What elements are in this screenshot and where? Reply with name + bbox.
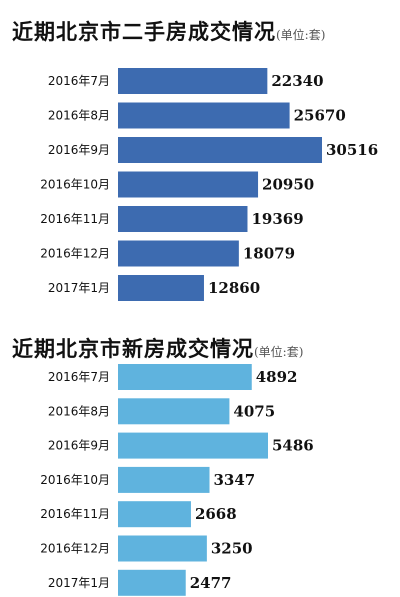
category-label: 2016年8月	[48, 109, 110, 123]
category-label: 2016年9月	[48, 143, 110, 157]
value-label: 3347	[214, 471, 256, 489]
value-label: 4892	[256, 368, 298, 386]
bar	[118, 432, 268, 459]
category-label: 2016年12月	[40, 542, 110, 556]
value-label: 5486	[272, 437, 314, 455]
value-label: 22340	[271, 72, 323, 90]
category-label: 2017年1月	[48, 576, 110, 590]
value-label: 30516	[326, 141, 378, 159]
bar-chart-new-home: 2016年7月 4892 2016年8月 4075 2016年9月 5486 2016年10…	[40, 364, 314, 596]
value-label: 3250	[211, 540, 253, 558]
category-label: 2016年8月	[48, 404, 110, 418]
category-label: 2016年10月	[40, 473, 110, 487]
category-label: 2016年10月	[40, 178, 110, 192]
value-label: 4075	[233, 402, 275, 420]
value-label: 12860	[208, 279, 260, 297]
category-label: 2016年7月	[48, 370, 110, 384]
category-label: 2016年9月	[48, 439, 110, 453]
value-label: 19369	[251, 210, 303, 228]
category-label: 2016年12月	[40, 247, 110, 261]
value-label: 20950	[262, 176, 314, 194]
unit-note: (单位:套)	[276, 28, 326, 42]
value-label: 25670	[294, 107, 346, 125]
bar-chart-second-hand: 2016年7月 22340 2016年8月 25670 2016年9月 30516 2016…	[40, 68, 378, 301]
category-label: 2017年1月	[48, 281, 110, 295]
chart-title-new-home: 近期北京市新房成交情况(单位:套)	[12, 333, 303, 363]
bar	[118, 206, 248, 232]
bar	[118, 240, 239, 267]
bar	[118, 466, 210, 493]
bar	[118, 275, 204, 301]
bar	[118, 102, 290, 129]
title-text: 近期北京市二手房成交情况	[12, 20, 276, 44]
bar	[118, 398, 230, 425]
value-label: 2668	[195, 505, 237, 523]
title-text: 近期北京市新房成交情况	[12, 337, 254, 361]
category-label: 2016年7月	[48, 74, 110, 88]
bar	[118, 68, 268, 94]
bar	[118, 137, 322, 163]
bar	[118, 364, 252, 390]
bar	[118, 501, 191, 528]
bar	[118, 569, 186, 596]
category-label: 2016年11月	[40, 507, 110, 521]
value-label: 18079	[243, 245, 295, 263]
category-label: 2016年11月	[40, 212, 110, 226]
unit-note: (单位:套)	[254, 345, 304, 359]
chart-title-second-hand: 近期北京市二手房成交情况(单位:套)	[12, 16, 325, 46]
value-label: 2477	[190, 574, 232, 592]
bar	[118, 171, 259, 198]
bar	[118, 535, 207, 562]
